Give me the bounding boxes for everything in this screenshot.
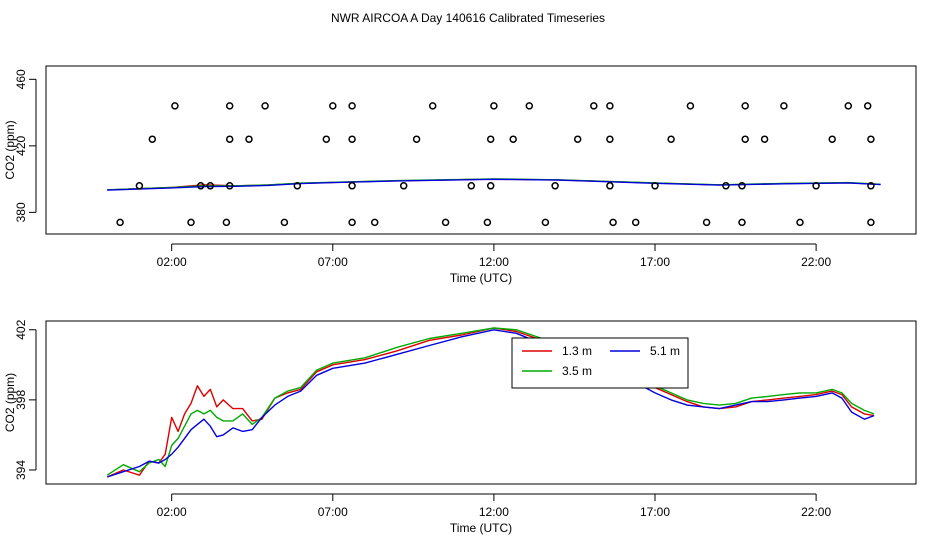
plot-frame — [45, 65, 917, 235]
scatter-point — [609, 218, 617, 227]
x-tick-label: 17:00 — [640, 255, 670, 269]
y-axis-title: CO2 (ppm) — [3, 373, 17, 432]
scatter-point — [348, 182, 356, 190]
legend-box — [511, 337, 689, 389]
scatter-point — [148, 135, 157, 143]
scatter-point — [867, 218, 875, 227]
scatter-point — [738, 182, 746, 190]
scatter-point — [171, 102, 179, 110]
x-tick-label: 22:00 — [801, 255, 831, 269]
scatter-point — [329, 102, 337, 110]
scatter-point — [280, 218, 289, 227]
scatter-point — [741, 135, 749, 143]
scatter-point — [606, 102, 614, 110]
scatter-point — [780, 102, 788, 110]
scatter-point — [490, 102, 498, 110]
scatter-point — [867, 182, 875, 190]
x-tick-label: 12:00 — [479, 255, 509, 269]
scatter-point — [551, 182, 559, 190]
scatter-point — [486, 135, 495, 143]
legend: 1.3 m 3.5 m 5.1 m — [511, 337, 689, 389]
x-tick-label: 07:00 — [318, 505, 348, 519]
scatter-point — [222, 218, 231, 227]
y-tick-label: 380 — [14, 202, 28, 222]
scatter-point — [225, 182, 234, 190]
scatter-point — [348, 218, 356, 227]
scatter-point — [525, 102, 534, 110]
scatter-point — [667, 135, 675, 143]
scatter-point — [863, 102, 872, 110]
x-axis-title: Time (UTC) — [450, 521, 512, 535]
top-panel: 02:00 07:00 12:00 17:00 22:00 380 420 460 Time (… — [3, 65, 917, 285]
scatter-point — [631, 218, 640, 227]
x-tick-label: 02:00 — [157, 255, 187, 269]
scatter-point — [196, 182, 205, 190]
scatter-point — [760, 135, 769, 143]
scatter-point — [590, 102, 598, 110]
y-tick-label: 398 — [14, 390, 28, 410]
x-tick-label: 12:00 — [479, 505, 509, 519]
bottom-panel: 02:00 07:00 12:00 17:00 22:00 394 398 402 Time (… — [3, 319, 917, 535]
scatter-point — [722, 182, 730, 190]
scatter-point — [796, 218, 804, 227]
scatter-point — [293, 182, 302, 190]
x-tick-label: 22:00 — [801, 505, 831, 519]
scatter-point — [348, 135, 356, 143]
scatter-point — [225, 102, 234, 110]
scatter-point — [573, 135, 582, 143]
scatter-point — [483, 218, 492, 227]
y-tick-label: 420 — [14, 136, 28, 156]
scatter-point — [509, 135, 517, 143]
chart-title: NWR AIRCOA A Day 140616 Calibrated Times… — [331, 11, 605, 25]
scatter-point — [428, 102, 437, 110]
scatter-point — [370, 218, 379, 227]
scatter-point — [245, 135, 253, 143]
y-axis-title: CO2 (ppm) — [3, 120, 17, 179]
scatter-point — [187, 218, 195, 227]
y-tick-label: 394 — [14, 460, 28, 480]
series-line-3-5-mm — [106, 327, 875, 476]
plot-frame — [45, 320, 917, 485]
scatter-point — [486, 182, 495, 190]
scatter-point — [467, 182, 476, 190]
scatter-point — [741, 102, 749, 110]
x-tick-label: 07:00 — [318, 255, 348, 269]
scatter-point — [399, 182, 408, 190]
scatter-point — [606, 135, 614, 143]
x-tick-label: 02:00 — [157, 505, 187, 519]
x-axis-title: Time (UTC) — [450, 271, 512, 285]
scatter-point — [206, 182, 215, 190]
scatter-point — [738, 218, 746, 227]
scatter-point — [828, 135, 836, 143]
series-line-1-3-mm — [106, 327, 875, 478]
legend-label: 1.3 m — [562, 344, 592, 358]
scatter-point — [135, 182, 144, 190]
scatter-point — [412, 135, 421, 143]
legend-label: 5.1 m — [650, 344, 680, 358]
scatter-point — [651, 182, 659, 190]
scatter-point — [541, 218, 550, 227]
scatter-point — [322, 135, 331, 143]
scatter-point — [844, 102, 853, 110]
scatter-point — [812, 182, 820, 190]
scatter-point — [116, 218, 124, 227]
x-tick-label: 17:00 — [640, 505, 670, 519]
scatter-point — [702, 218, 711, 227]
legend-label: 3.5 m — [562, 364, 592, 378]
series-line-5-1-mm — [107, 178, 881, 191]
scatter-point — [225, 135, 234, 143]
scatter-point — [606, 182, 614, 190]
y-tick-label: 402 — [14, 319, 28, 339]
scatter-point — [441, 218, 450, 227]
y-tick-label: 460 — [14, 69, 28, 89]
scatter-point — [261, 102, 269, 110]
series-line-5-1-mm — [106, 329, 875, 478]
scatter-point — [348, 102, 356, 110]
scatter-point — [686, 102, 695, 110]
scatter-point — [867, 135, 875, 143]
